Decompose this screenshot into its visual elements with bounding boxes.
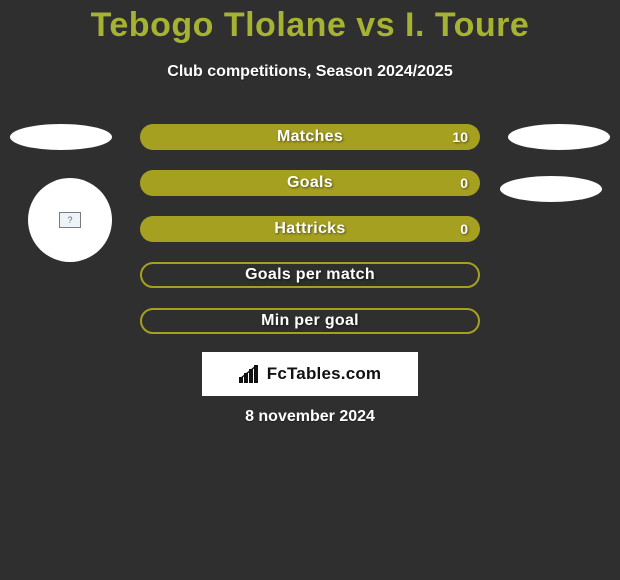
attribution-text: FcTables.com xyxy=(267,364,382,384)
decorative-oval xyxy=(508,124,610,150)
decorative-oval xyxy=(10,124,112,150)
stat-bar-label: Goals per match xyxy=(245,266,375,284)
stat-bar: Matches 10 xyxy=(140,124,480,150)
subtitle: Club competitions, Season 2024/2025 xyxy=(0,63,620,81)
stat-bar: Goals 0 xyxy=(140,170,480,196)
stat-bar: Goals per match xyxy=(140,262,480,288)
date-label: 8 november 2024 xyxy=(0,408,620,426)
stat-bar-label: Matches xyxy=(277,128,343,146)
stat-bar-right-value: 10 xyxy=(452,129,468,145)
stat-bar-label: Hattricks xyxy=(274,220,345,238)
decorative-oval xyxy=(500,176,602,202)
comparison-card: Tebogo Tlolane vs I. Toure Club competit… xyxy=(0,0,620,580)
fctables-logo-icon xyxy=(239,365,261,383)
stat-bar-right-value: 0 xyxy=(460,175,468,191)
page-title: Tebogo Tlolane vs I. Toure xyxy=(0,0,620,45)
stat-bar-label: Goals xyxy=(287,174,333,192)
stat-bar: Min per goal xyxy=(140,308,480,334)
stat-bar-label: Min per goal xyxy=(261,312,359,330)
attribution-badge[interactable]: FcTables.com xyxy=(202,352,418,396)
stats-bars: Matches 10 Goals 0 Hattricks 0 Goals per match… xyxy=(140,124,480,354)
image-placeholder-icon: ? xyxy=(59,212,81,228)
stat-bar: Hattricks 0 xyxy=(140,216,480,242)
stat-bar-right-value: 0 xyxy=(460,221,468,237)
player-avatar-left: ? xyxy=(28,178,112,262)
